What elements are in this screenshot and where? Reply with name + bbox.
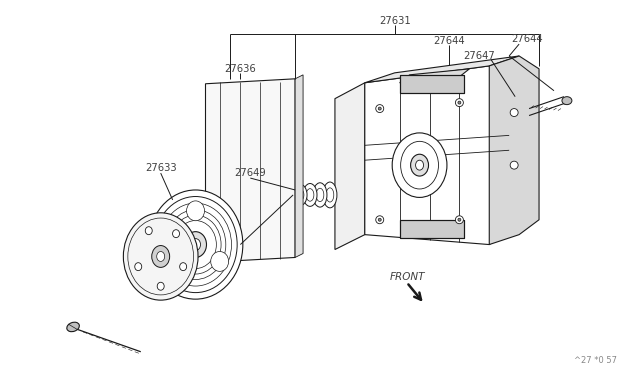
Ellipse shape (326, 188, 334, 202)
Text: FRONT: FRONT (390, 272, 425, 282)
Ellipse shape (180, 263, 187, 270)
Bar (399, 220, 465, 238)
Ellipse shape (293, 184, 307, 206)
Ellipse shape (135, 263, 141, 270)
Ellipse shape (296, 189, 304, 201)
Ellipse shape (163, 251, 180, 271)
Ellipse shape (184, 232, 207, 257)
Text: 27644: 27644 (511, 34, 543, 44)
Polygon shape (335, 83, 365, 250)
Ellipse shape (154, 196, 237, 293)
Text: ^27 *0 57: ^27 *0 57 (573, 356, 617, 365)
Text: 27647: 27647 (463, 51, 495, 61)
Ellipse shape (415, 160, 424, 170)
Ellipse shape (562, 97, 572, 105)
Polygon shape (399, 69, 469, 83)
Polygon shape (365, 66, 509, 244)
Text: 27633: 27633 (145, 163, 177, 173)
Polygon shape (295, 75, 303, 257)
Ellipse shape (458, 101, 461, 104)
Polygon shape (205, 79, 295, 262)
Ellipse shape (313, 183, 327, 207)
Ellipse shape (316, 188, 324, 202)
Ellipse shape (411, 154, 429, 176)
Polygon shape (489, 56, 539, 244)
Ellipse shape (376, 216, 384, 224)
Ellipse shape (124, 213, 198, 300)
Ellipse shape (303, 183, 317, 206)
Ellipse shape (173, 230, 180, 238)
Ellipse shape (458, 218, 461, 221)
Ellipse shape (456, 99, 463, 107)
Ellipse shape (306, 189, 314, 201)
Text: 27631: 27631 (379, 16, 410, 26)
Ellipse shape (157, 282, 164, 290)
Ellipse shape (392, 133, 447, 198)
Ellipse shape (378, 218, 381, 221)
Ellipse shape (376, 105, 384, 113)
Bar (399, 75, 465, 93)
Ellipse shape (456, 216, 463, 224)
Ellipse shape (285, 185, 299, 205)
Text: 27649: 27649 (234, 168, 266, 178)
Ellipse shape (378, 107, 381, 110)
Ellipse shape (67, 322, 79, 332)
Ellipse shape (211, 251, 228, 271)
Ellipse shape (191, 238, 200, 250)
Ellipse shape (148, 190, 243, 299)
Ellipse shape (510, 109, 518, 116)
Ellipse shape (187, 201, 205, 221)
Polygon shape (365, 56, 519, 83)
Text: 27636: 27636 (225, 64, 256, 74)
Text: 27644: 27644 (434, 36, 465, 46)
Ellipse shape (510, 161, 518, 169)
Ellipse shape (401, 141, 438, 189)
Ellipse shape (157, 251, 164, 262)
Ellipse shape (152, 246, 170, 267)
Ellipse shape (323, 182, 337, 208)
Ellipse shape (145, 227, 152, 235)
Ellipse shape (288, 189, 296, 201)
